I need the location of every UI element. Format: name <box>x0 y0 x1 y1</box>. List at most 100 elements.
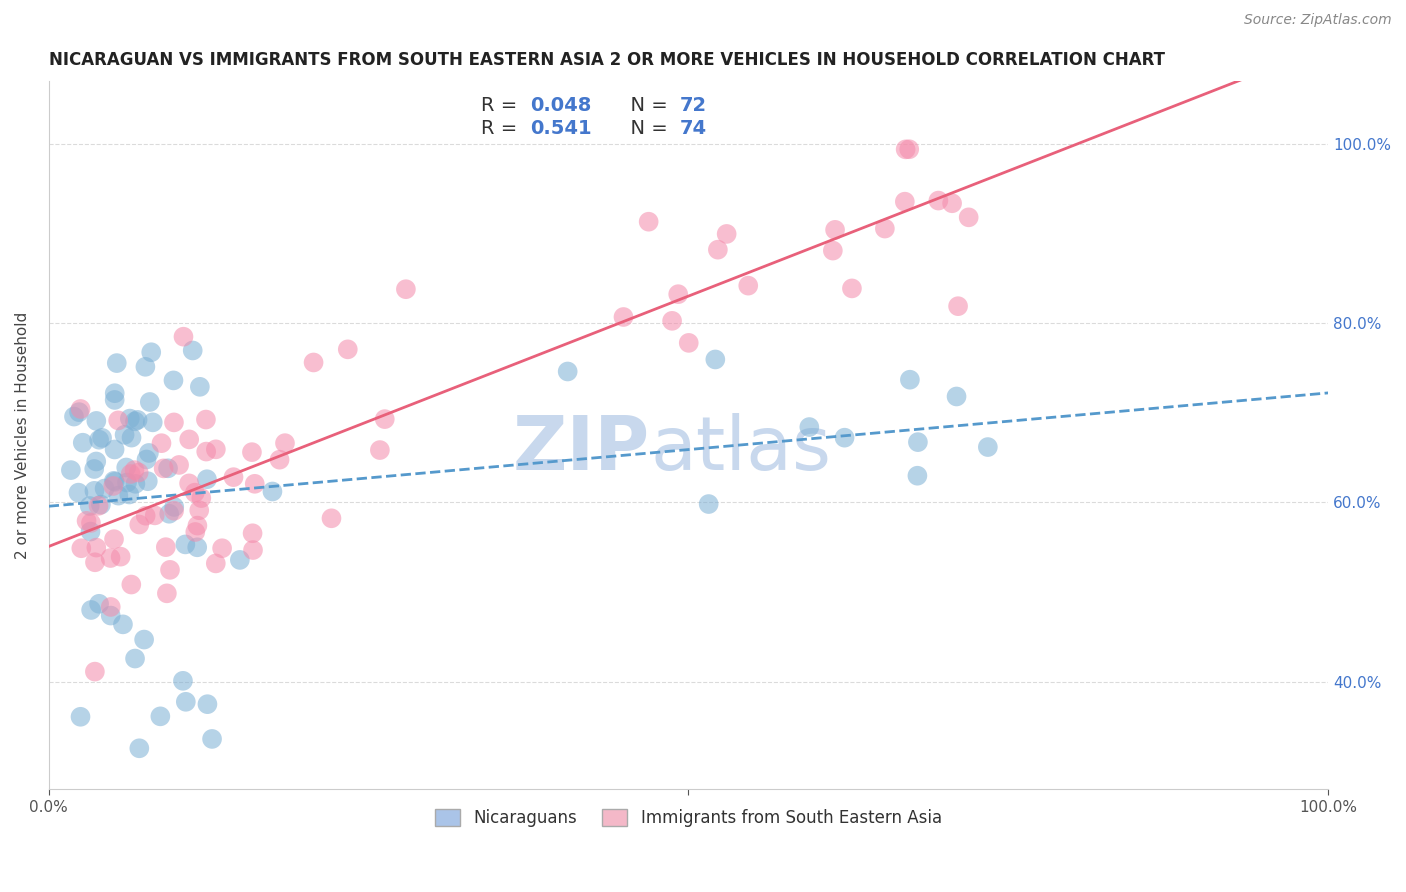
Point <box>155 540 177 554</box>
Point <box>83 665 105 679</box>
Point <box>824 223 846 237</box>
Text: R =: R = <box>481 120 523 138</box>
Point <box>120 577 142 591</box>
Point <box>179 433 201 447</box>
Point <box>67 485 90 500</box>
Point <box>104 475 127 489</box>
Point <box>907 435 929 450</box>
Point <box>150 436 173 450</box>
Point <box>834 431 856 445</box>
Point <box>91 431 114 445</box>
Point <box>79 499 101 513</box>
Point <box>172 673 194 688</box>
Point <box>946 299 969 313</box>
Point <box>941 196 963 211</box>
Point <box>115 475 138 490</box>
Point <box>103 474 125 488</box>
Point <box>174 537 197 551</box>
Point <box>104 392 127 407</box>
Text: 0.048: 0.048 <box>530 96 591 115</box>
Point <box>229 553 252 567</box>
Text: 0.541: 0.541 <box>530 120 592 138</box>
Point <box>612 310 634 324</box>
Point <box>894 142 917 156</box>
Point <box>368 443 391 458</box>
Text: N =: N = <box>619 120 673 138</box>
Point <box>737 278 759 293</box>
Point <box>242 543 264 558</box>
Point <box>204 557 226 571</box>
Point <box>336 343 359 357</box>
Point <box>177 476 200 491</box>
Point <box>557 364 579 378</box>
Point <box>86 541 108 555</box>
Point <box>222 470 245 484</box>
Point <box>76 514 98 528</box>
Point <box>83 462 105 476</box>
Point <box>799 420 821 434</box>
Point <box>110 549 132 564</box>
Point <box>139 395 162 409</box>
Point <box>678 335 700 350</box>
Point <box>184 485 207 500</box>
Text: ZIP: ZIP <box>513 413 650 486</box>
Point <box>135 452 157 467</box>
Point <box>141 345 163 359</box>
Text: atlas: atlas <box>650 413 831 486</box>
Point <box>124 414 146 428</box>
Text: R =: R = <box>481 96 523 115</box>
Point <box>157 507 180 521</box>
Point <box>704 352 727 367</box>
Point <box>898 142 921 156</box>
Point <box>269 452 291 467</box>
Point <box>184 524 207 539</box>
Point <box>70 541 93 556</box>
Point <box>134 359 156 374</box>
Point <box>142 415 165 429</box>
Point <box>69 710 91 724</box>
Point <box>114 427 136 442</box>
Point <box>120 467 142 481</box>
Point <box>262 484 284 499</box>
Point <box>149 709 172 723</box>
Point <box>957 211 980 225</box>
Point <box>84 555 107 569</box>
Point <box>90 498 112 512</box>
Point <box>274 436 297 450</box>
Legend: Nicaraguans, Immigrants from South Eastern Asia: Nicaraguans, Immigrants from South Easte… <box>429 803 949 834</box>
Point <box>163 504 186 518</box>
Point <box>873 221 896 235</box>
Point <box>927 194 949 208</box>
Point <box>707 243 730 257</box>
Point <box>666 287 689 301</box>
Point <box>107 413 129 427</box>
Point <box>80 516 103 530</box>
Point <box>103 532 125 546</box>
Point <box>181 343 204 358</box>
Y-axis label: 2 or more Vehicles in Household: 2 or more Vehicles in Household <box>15 311 30 559</box>
Point <box>302 355 325 369</box>
Point <box>128 741 150 756</box>
Point <box>661 314 683 328</box>
Point <box>321 511 343 525</box>
Point <box>841 281 863 295</box>
Point <box>79 524 101 539</box>
Point <box>135 508 157 523</box>
Point <box>80 603 103 617</box>
Point <box>395 282 418 296</box>
Point <box>104 386 127 401</box>
Point <box>188 380 211 394</box>
Point <box>134 632 156 647</box>
Point <box>186 518 208 533</box>
Text: 72: 72 <box>679 96 707 115</box>
Point <box>100 599 122 614</box>
Point <box>195 472 218 486</box>
Point <box>197 697 219 711</box>
Point <box>105 356 128 370</box>
Point <box>945 389 967 403</box>
Point <box>172 329 194 343</box>
Point <box>127 413 149 427</box>
Point <box>163 500 186 514</box>
Point <box>152 461 174 475</box>
Point <box>83 483 105 498</box>
